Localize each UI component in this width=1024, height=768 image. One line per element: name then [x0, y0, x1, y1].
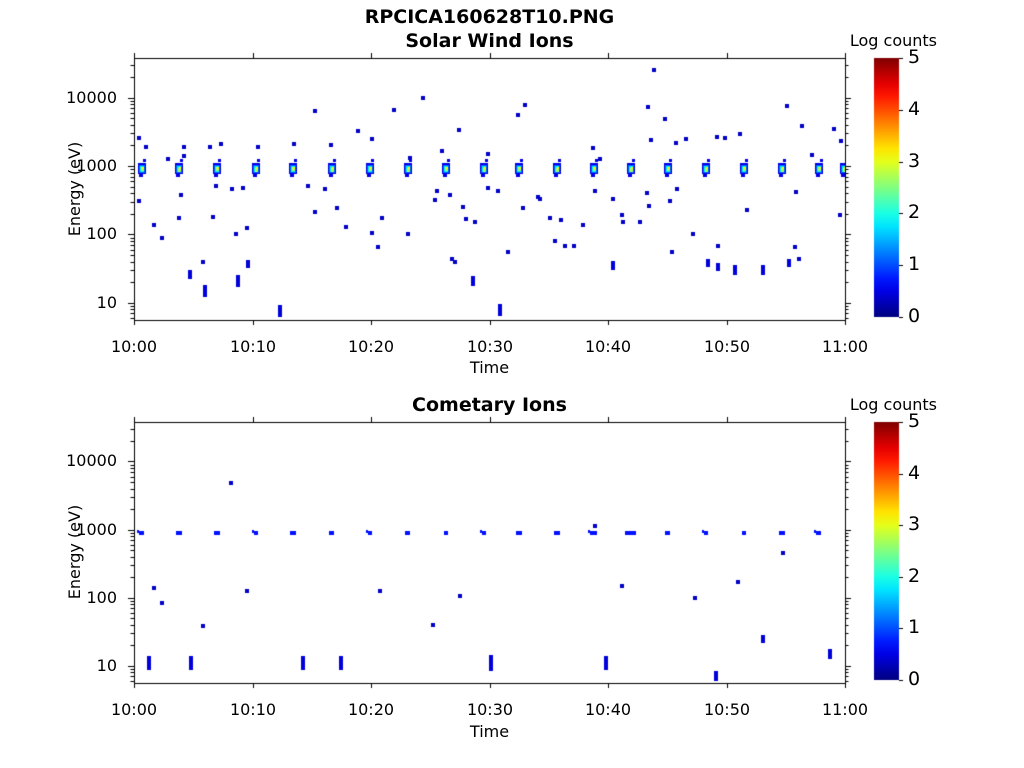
cometary-plot-area [134, 422, 845, 683]
x-tick-label: 10:00 [110, 700, 158, 719]
colorbar-tick-label: 4 [908, 462, 921, 484]
x-tick-label: 10:10 [229, 337, 277, 356]
colorbar-bottom [874, 422, 899, 681]
solar-wind-plot-area [134, 58, 845, 320]
y-tick-label: 10000 [66, 88, 117, 107]
cometary-panel-title: Cometary Ions [412, 394, 567, 416]
x-axis-label-bottom: Time [469, 722, 510, 741]
colorbar-tick-label: 4 [908, 98, 921, 120]
y-tick-label: 10000 [66, 451, 117, 470]
y-tick-label: 1000 [76, 156, 117, 175]
colorbar-tick-label: 2 [908, 565, 921, 587]
colorbar-tick-label: 3 [908, 513, 921, 535]
x-tick-label: 10:00 [110, 337, 158, 356]
x-tick-label: 10:30 [466, 700, 514, 719]
x-tick-label: 11:00 [821, 337, 869, 356]
y-tick-label: 1000 [76, 520, 117, 539]
x-tick-label: 10:40 [584, 700, 632, 719]
colorbar-tick-label: 5 [908, 46, 921, 68]
colorbar-tick-label: 0 [908, 668, 921, 690]
colorbar-top [874, 58, 899, 317]
x-tick-label: 10:50 [703, 700, 751, 719]
colorbar-title-top: Log counts [849, 31, 937, 50]
colorbar-tick-label: 1 [908, 253, 921, 275]
colorbar-tick-label: 0 [908, 305, 921, 327]
x-tick-label: 10:20 [347, 700, 395, 719]
y-tick-label: 10 [96, 293, 117, 312]
colorbar-tick-label: 2 [908, 201, 921, 223]
x-tick-label: 10:40 [584, 337, 632, 356]
colorbar-tick-label: 5 [908, 410, 921, 432]
x-tick-label: 10:20 [347, 337, 395, 356]
x-axis-label-top: Time [469, 358, 510, 377]
x-tick-label: 10:10 [229, 700, 277, 719]
colorbar-tick-label: 3 [908, 150, 921, 172]
colorbar-tick-label: 1 [908, 616, 921, 638]
solar-wind-panel-title: Solar Wind Ions [405, 30, 574, 52]
x-tick-label: 11:00 [821, 700, 869, 719]
y-tick-label: 100 [86, 588, 117, 607]
y-tick-label: 10 [96, 656, 117, 675]
figure-title: RPCICA160628T10.PNG [364, 6, 615, 28]
x-tick-label: 10:50 [703, 337, 751, 356]
x-tick-label: 10:30 [466, 337, 514, 356]
colorbar-title-bottom: Log counts [849, 395, 937, 414]
y-tick-label: 100 [86, 224, 117, 243]
